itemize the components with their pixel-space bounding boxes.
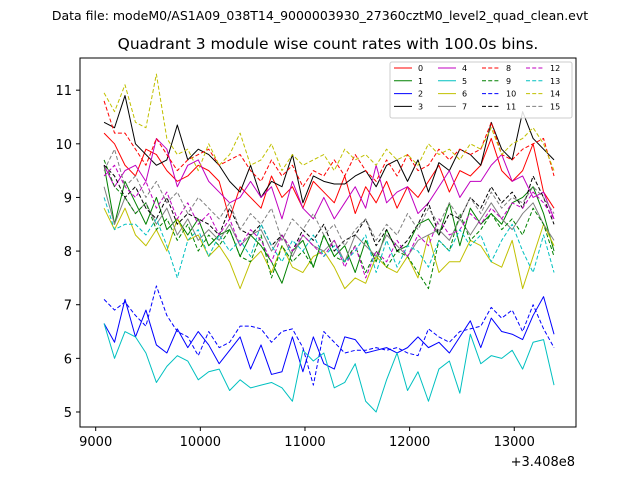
x-tick-label-12000: 12000 [389,435,430,450]
x-tick-label-9000: 9000 [79,435,112,450]
series-line-5 [103,323,555,413]
x-tick-label-13000: 13000 [494,435,535,450]
legend-label-0: 0 [418,64,423,73]
series-line-12 [103,164,555,279]
legend-label-11: 11 [506,102,516,111]
y-tick-label-11: 11 [55,84,72,99]
plot-frame [79,57,577,428]
legend-label-7: 7 [462,102,467,111]
legend-label-9: 9 [506,77,511,86]
series-line-8 [103,100,555,188]
legend-label-1: 1 [418,77,423,86]
series-line-6 [103,207,555,290]
legend-label-4: 4 [462,64,467,73]
series-layer [103,73,555,413]
y-tick-label-6: 6 [64,352,72,367]
legend-label-6: 6 [462,90,467,99]
legend-label-3: 3 [418,102,423,111]
y-tick-label-9: 9 [64,191,72,206]
x-tick-label-10000: 10000 [180,435,221,450]
legend-label-15: 15 [550,102,560,111]
legend-label-10: 10 [506,90,516,99]
chart-title: Quadrant 3 module wise count rates with … [118,35,539,53]
legend-box [389,61,573,119]
y-tick-label-10: 10 [55,138,72,153]
y-tick-label-7: 7 [64,299,72,314]
series-line-4 [103,137,555,220]
series-line-2 [103,296,555,375]
legend-label-14: 14 [550,90,560,99]
legend-label-2: 2 [418,90,423,99]
series-line-13 [103,197,555,279]
x-offset-label: +3.408e8 [511,455,575,470]
data-file-label: Data file: modeM0/AS1A09_038T14_90000039… [52,8,588,23]
legend-label-13: 13 [550,77,560,86]
series-line-3 [103,95,555,204]
series-line-15 [103,148,555,247]
y-tick-label-5: 5 [64,406,72,421]
series-line-0 [103,132,555,220]
legend-label-8: 8 [506,64,511,73]
series-line-14 [103,73,555,172]
series-line-10 [103,285,555,386]
legend-label-12: 12 [550,64,560,73]
series-line-9 [103,159,555,290]
legend-label-5: 5 [462,77,467,86]
x-tick-label-11000: 11000 [284,435,325,450]
y-tick-label-8: 8 [64,245,72,260]
